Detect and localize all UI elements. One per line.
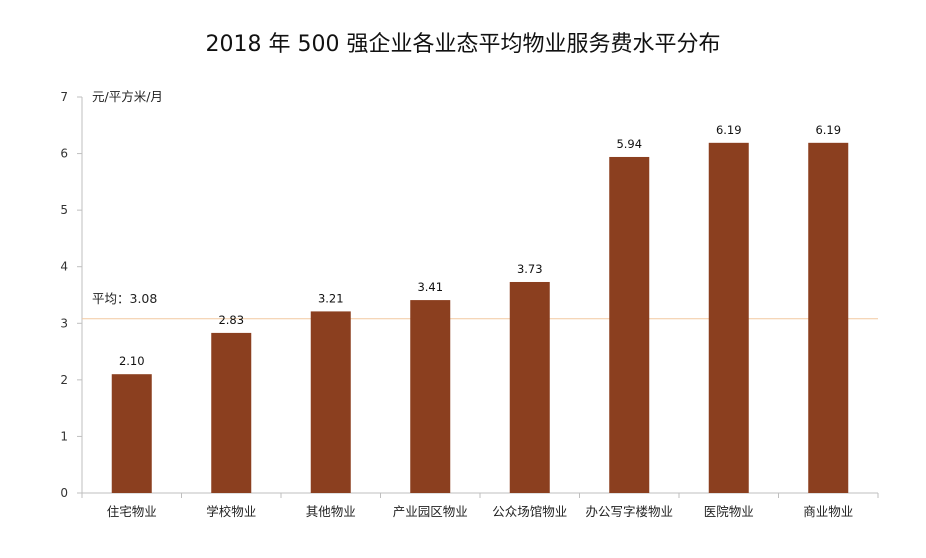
x-category-label: 住宅物业 — [107, 504, 157, 519]
bar — [111, 374, 152, 493]
bar — [609, 156, 650, 494]
y-axis: 0 1 2 3 4 5 6 7 — [60, 90, 83, 500]
y-tick-label: 2 — [60, 373, 68, 387]
data-label: 2.83 — [218, 313, 244, 327]
bar — [808, 142, 849, 493]
y-tick-label: 1 — [60, 429, 68, 443]
bar — [509, 281, 550, 493]
bars — [111, 142, 849, 494]
data-label: 5.94 — [616, 137, 642, 151]
y-axis-unit-label: 元/平方米/月 — [92, 89, 163, 104]
chart-title: 2018 年 500 强企业各业态平均物业服务费水平分布 — [205, 32, 721, 57]
y-tick-label: 3 — [60, 316, 68, 330]
bar — [708, 142, 749, 493]
data-label: 3.41 — [417, 280, 443, 294]
average-label: 平均：3.08 — [92, 291, 157, 306]
x-category-label: 其他物业 — [306, 504, 356, 519]
y-tick-label: 4 — [60, 260, 68, 274]
data-label: 6.19 — [716, 123, 742, 137]
data-label: 6.19 — [815, 123, 841, 137]
data-label: 2.10 — [119, 354, 145, 368]
average-line-group: 平均：3.08 — [82, 291, 878, 320]
x-category-label: 学校物业 — [206, 504, 256, 519]
y-tick-label: 0 — [60, 486, 68, 500]
data-labels: 2.10 2.83 3.21 3.41 3.73 5.94 6.19 6.19 — [119, 123, 841, 368]
y-tick-label: 6 — [60, 147, 68, 161]
bar — [310, 311, 351, 493]
x-category-label: 公众场馆物业 — [492, 504, 567, 519]
y-tick-label: 7 — [60, 90, 68, 104]
bar — [211, 332, 252, 493]
y-tick-label: 5 — [60, 203, 68, 217]
x-axis: 住宅物业 学校物业 其他物业 产业园区物业 公众场馆物业 办公写字楼物业 医院物业 商业物业 — [81, 492, 879, 519]
x-category-label: 商业物业 — [803, 504, 853, 519]
x-category-label: 医院物业 — [704, 504, 754, 519]
data-label: 3.73 — [517, 262, 543, 276]
bar — [410, 300, 451, 493]
data-label: 3.21 — [318, 291, 344, 305]
x-category-label: 产业园区物业 — [393, 504, 468, 519]
x-category-label: 办公写字楼物业 — [585, 504, 673, 519]
